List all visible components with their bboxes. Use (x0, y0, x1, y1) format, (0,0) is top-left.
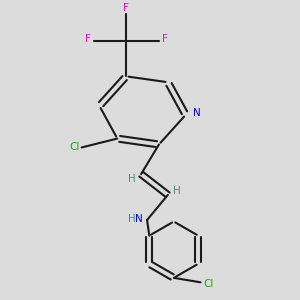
Text: F: F (85, 34, 91, 44)
Text: H: H (128, 175, 136, 184)
Text: F: F (123, 3, 129, 13)
Text: F: F (162, 34, 168, 44)
Text: H: H (173, 186, 181, 196)
Text: Cl: Cl (203, 279, 214, 289)
Text: H: H (128, 214, 136, 224)
Text: N: N (193, 108, 201, 118)
Text: Cl: Cl (70, 142, 80, 152)
Text: N: N (135, 214, 142, 224)
